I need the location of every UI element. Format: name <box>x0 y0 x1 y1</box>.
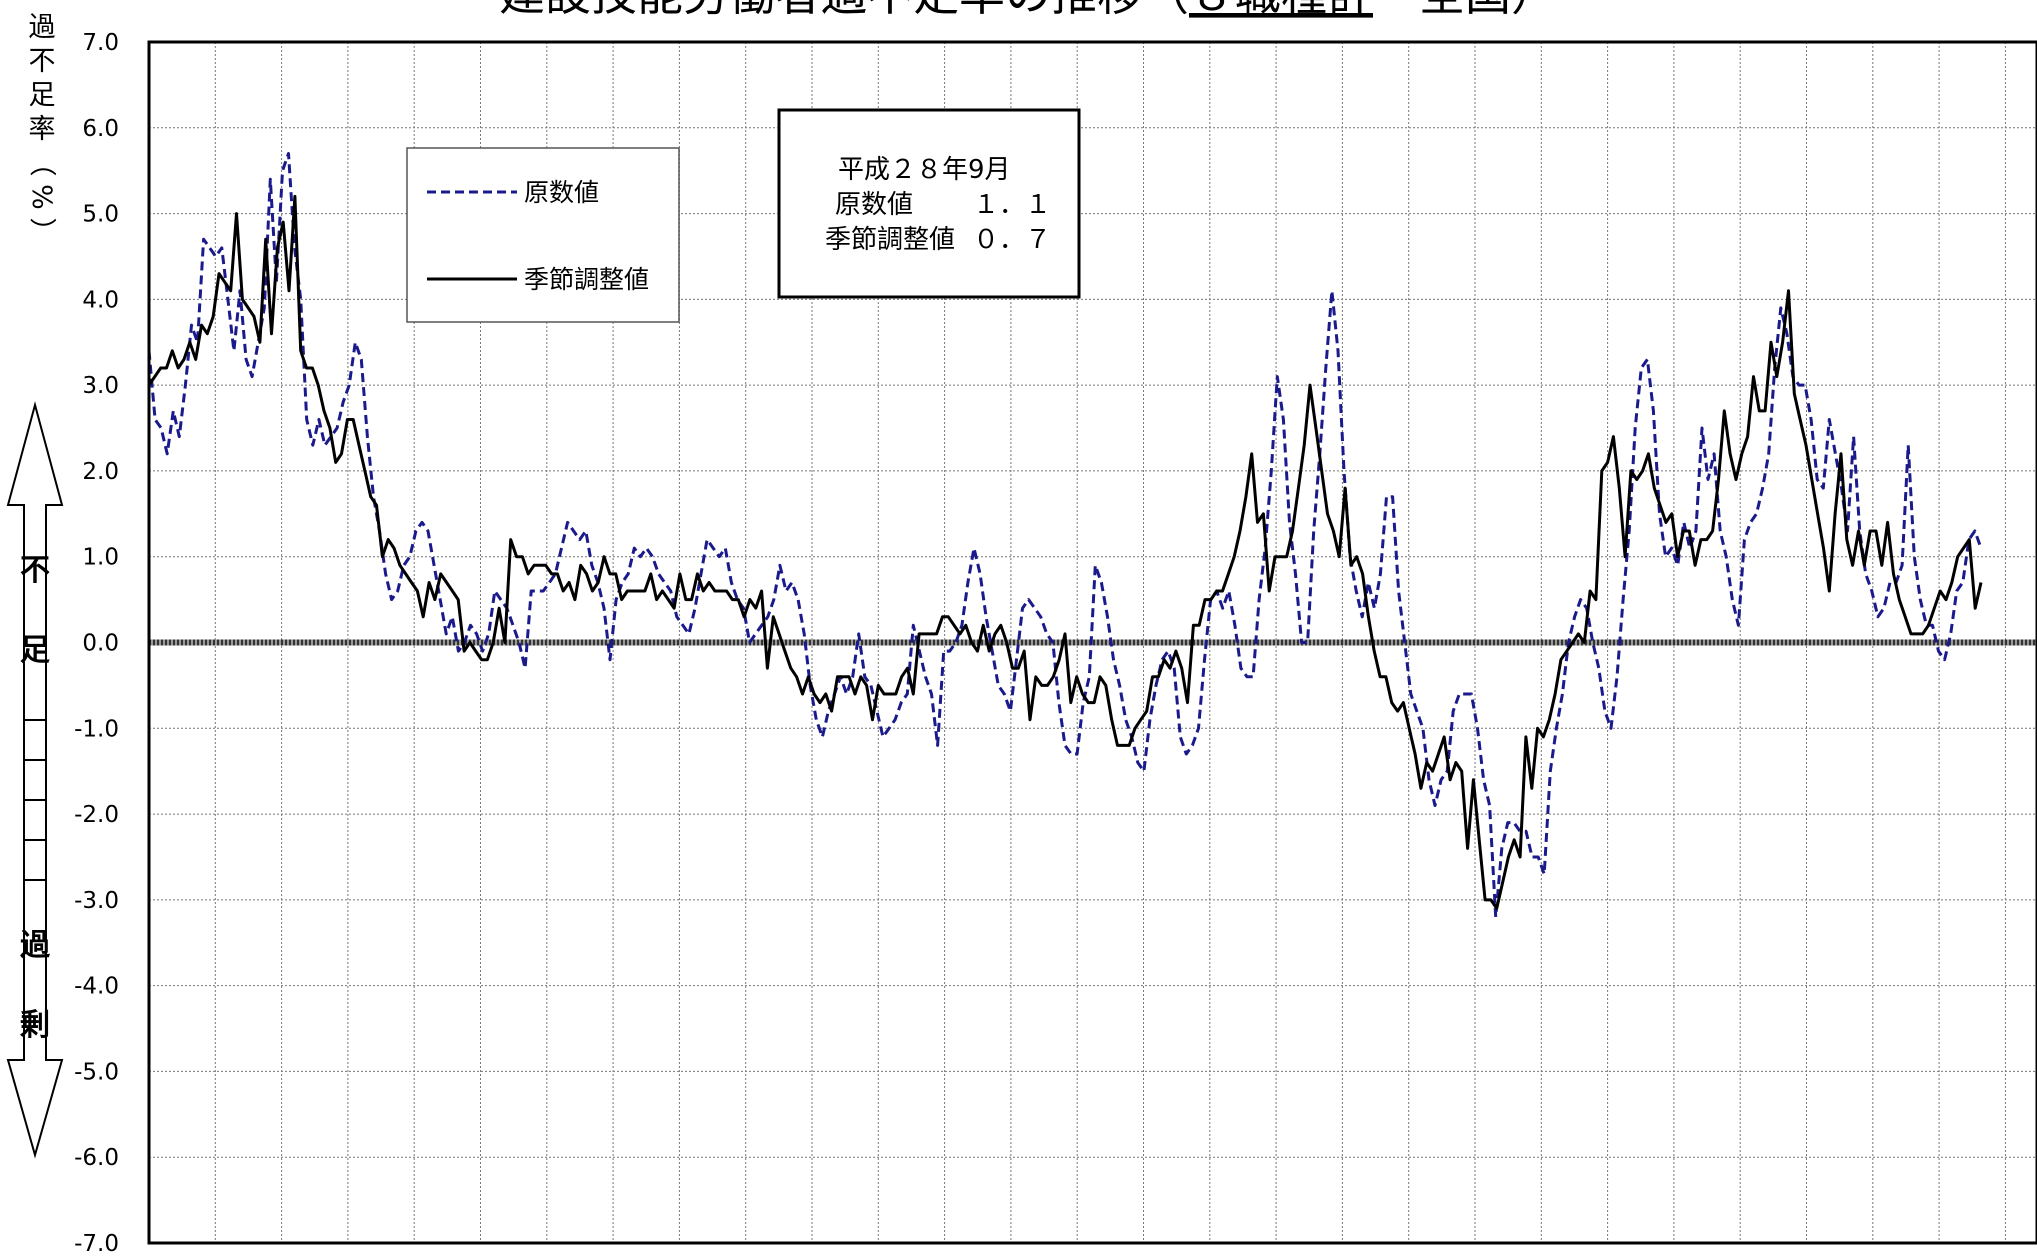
legend-label-seasonal: 季節調整値 <box>524 265 649 294</box>
y-tick-label: -4.0 <box>74 974 119 1000</box>
y-tick-label: -5.0 <box>74 1059 119 1085</box>
arrow-label-char: 足 <box>20 633 50 668</box>
series-line-seasonal <box>147 194 1983 910</box>
title-part-2: ８職種計 <box>1189 0 1373 21</box>
annotation-seasonal-label: 季節調整値 <box>825 225 955 255</box>
annotation-seasonal-value: ０．７ <box>973 225 1051 255</box>
y-axis-label-char: 過 <box>29 12 56 43</box>
y-tick-label: 5.0 <box>82 202 119 228</box>
y-axis-label-char: （ <box>26 150 57 177</box>
y-axis-label-char: 不 <box>29 46 56 77</box>
y-tick-label: 3.0 <box>82 373 119 399</box>
plot-frame <box>147 40 2037 1245</box>
arrow-label-char: 剰 <box>20 1008 50 1043</box>
double-arrow-shape <box>6 401 64 1159</box>
annotation-date: 平成２８年9月 <box>838 155 1011 185</box>
side-arrow: 不足 過剰 <box>6 401 64 1159</box>
y-axis-label-char: 率 <box>29 114 56 145</box>
y-tick-label: 6.0 <box>82 116 119 142</box>
arrow-label-excess: 過剰 <box>20 928 51 1043</box>
y-axis-label-char: 足 <box>29 80 56 111</box>
arrow-label-char: 過 <box>20 928 51 963</box>
annotation-frame <box>777 108 1081 299</box>
annotation-raw-value: １．１ <box>973 190 1051 220</box>
y-tick-label: -1.0 <box>74 716 119 742</box>
legend-label-raw: 原数値 <box>524 178 599 207</box>
arrow-label-shortage: 不足 <box>20 553 50 668</box>
y-tick-label: 2.0 <box>82 459 119 485</box>
y-axis-ticks: 7.0 6.0 5.0 4.0 3.0 2.0 1.0 0.0 -1.0 -2.0 -3.0 -4.0… <box>74 30 119 1257</box>
y-tick-label: -7.0 <box>74 1231 119 1257</box>
series-lines <box>147 152 1983 919</box>
chart-title: 建設技能労働者過不足率の推移（８職種計・全国） <box>499 0 1557 21</box>
title-part-3: ・全国） <box>1373 0 1557 21</box>
legend-box <box>406 147 680 323</box>
y-tick-label: 1.0 <box>82 545 119 571</box>
series-line-raw <box>147 152 1983 919</box>
annotation-raw-label: 原数値 <box>835 190 913 220</box>
arrow-label-char: 不 <box>20 553 50 588</box>
y-tick-label: -3.0 <box>74 888 119 914</box>
y-tick-label: 0.0 <box>82 631 119 657</box>
y-tick-label: 4.0 <box>82 287 119 313</box>
title-part-1: 建設技能労働者過不足率の推移（ <box>499 0 1189 21</box>
y-axis-label-char: ） <box>26 218 57 245</box>
y-tick-label: -6.0 <box>74 1145 119 1171</box>
y-tick-label: -2.0 <box>74 802 119 828</box>
y-axis-label-char: % <box>26 184 57 210</box>
y-tick-label: 7.0 <box>82 30 119 56</box>
legend: 原数値 季節調整値 <box>406 147 680 323</box>
annotation-box: 平成２８年9月 原数値 １．１ 季節調整値 ０．７ <box>777 108 1081 299</box>
